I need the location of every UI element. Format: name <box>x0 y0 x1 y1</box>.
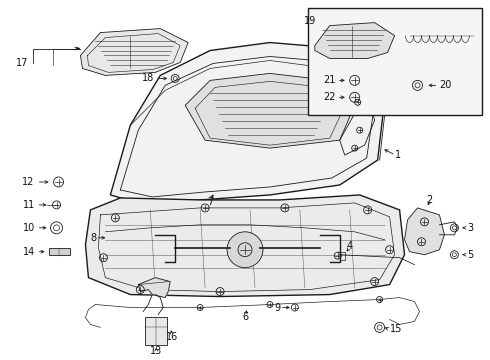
Text: 19: 19 <box>304 15 316 26</box>
Polygon shape <box>110 42 385 205</box>
Circle shape <box>227 232 263 268</box>
Text: 7: 7 <box>207 197 213 207</box>
Text: 21: 21 <box>323 75 336 85</box>
Polygon shape <box>315 23 394 58</box>
Text: 9: 9 <box>275 302 281 312</box>
Text: 16: 16 <box>166 332 178 342</box>
Text: 14: 14 <box>23 247 35 257</box>
Polygon shape <box>80 28 188 75</box>
Text: 15: 15 <box>390 324 402 334</box>
FancyBboxPatch shape <box>308 8 482 115</box>
Polygon shape <box>405 208 444 255</box>
Text: 3: 3 <box>467 223 473 233</box>
Polygon shape <box>85 195 405 297</box>
Text: 17: 17 <box>17 58 29 68</box>
Text: 20: 20 <box>440 80 452 90</box>
Text: 18: 18 <box>142 73 154 84</box>
Text: 22: 22 <box>323 92 336 102</box>
Text: 2: 2 <box>426 195 433 205</box>
Text: 10: 10 <box>23 223 35 233</box>
Text: 5: 5 <box>467 250 474 260</box>
Text: 8: 8 <box>90 233 97 243</box>
FancyBboxPatch shape <box>145 318 167 345</box>
Text: 13: 13 <box>150 346 162 356</box>
Text: 11: 11 <box>23 200 35 210</box>
Text: 1: 1 <box>394 150 401 160</box>
Text: 6: 6 <box>242 312 248 323</box>
Polygon shape <box>185 73 355 148</box>
Text: 12: 12 <box>23 177 35 187</box>
Text: 4: 4 <box>346 241 353 251</box>
FancyBboxPatch shape <box>49 248 71 255</box>
Polygon shape <box>138 278 170 298</box>
